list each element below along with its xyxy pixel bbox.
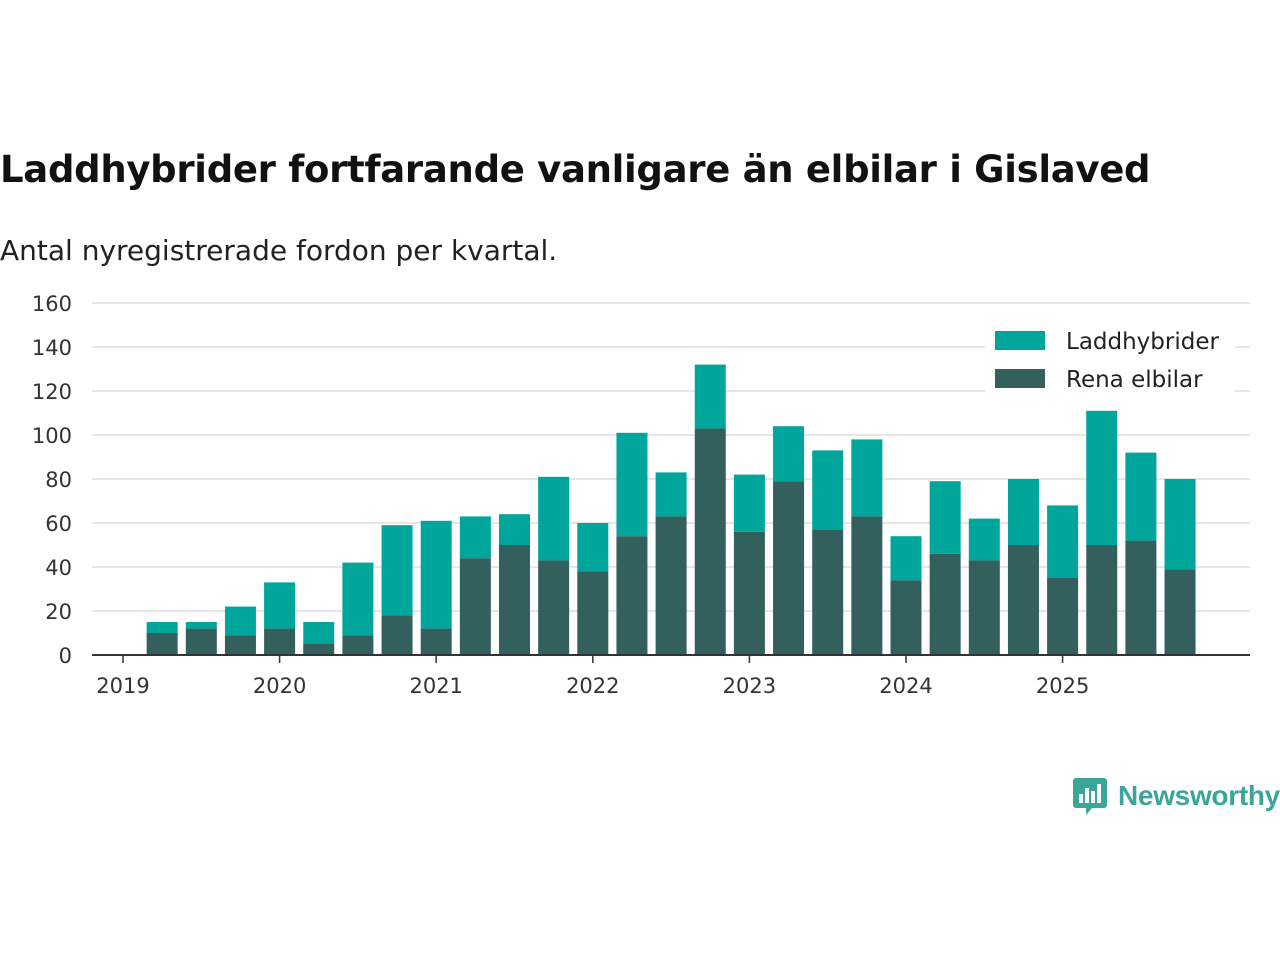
bar-laddhybrider [459, 516, 491, 559]
bar-rena-elbilar [459, 558, 491, 655]
legend-swatch [995, 331, 1045, 350]
bar-rena-elbilar [146, 633, 178, 655]
legend-swatch [995, 369, 1045, 388]
bar-rena-elbilar [1125, 540, 1157, 655]
legend-label: Laddhybrider [1066, 329, 1219, 355]
bar-laddhybrider [342, 562, 374, 636]
bar-laddhybrider [1086, 410, 1118, 545]
x-tick-label: 2022 [566, 674, 619, 698]
y-tick-label: 20 [45, 600, 72, 624]
bar-laddhybrider [381, 525, 413, 616]
brand-name: Newsworthy [1118, 780, 1280, 811]
bar-laddhybrider [1007, 479, 1039, 545]
bar-rena-elbilar [694, 428, 726, 655]
bar-laddhybrider [499, 514, 530, 545]
x-tick-label: 2023 [723, 674, 776, 698]
y-tick-label: 100 [32, 424, 72, 448]
bar-rena-elbilar [733, 531, 765, 655]
bar-rena-elbilar [1047, 578, 1079, 655]
y-tick-label: 80 [45, 468, 72, 492]
bar-laddhybrider [733, 474, 765, 532]
y-tick-label: 60 [45, 512, 72, 536]
bar-rena-elbilar [420, 628, 452, 655]
newsworthy-logo: Newsworthy [1072, 776, 1280, 816]
bar-laddhybrider [773, 426, 805, 482]
newsworthy-logo-icon [1073, 778, 1107, 815]
bar-laddhybrider [968, 518, 1000, 561]
bar-rena-elbilar [381, 615, 413, 655]
y-tick-label: 0 [59, 644, 72, 668]
bar-laddhybrider [812, 450, 844, 530]
y-tick-label: 40 [45, 556, 72, 580]
bar-laddhybrider [890, 536, 922, 581]
bar-rena-elbilar [1086, 545, 1118, 655]
x-tick-label: 2019 [96, 674, 149, 698]
bar-rena-elbilar [577, 571, 609, 655]
chart-title: Laddhybrider fortfarande vanligare än el… [0, 148, 1151, 191]
bar-rena-elbilar [185, 628, 217, 655]
bar-laddhybrider [185, 622, 217, 629]
bar-laddhybrider [616, 432, 648, 537]
bar-laddhybrider [577, 523, 609, 572]
bar-rena-elbilar [655, 516, 687, 655]
bar-rena-elbilar [616, 536, 648, 655]
bar-rena-elbilar [538, 560, 570, 655]
bar-laddhybrider [420, 520, 452, 629]
bar-rena-elbilar [303, 644, 335, 655]
legend-label: Rena elbilar [1066, 367, 1203, 393]
bar-laddhybrider [146, 622, 178, 633]
bar-rena-elbilar [890, 580, 922, 655]
bar-rena-elbilar [968, 560, 1000, 655]
y-tick-label: 160 [32, 292, 72, 316]
bar-rena-elbilar [224, 635, 256, 655]
bar-rena-elbilar [812, 529, 844, 655]
x-tick-label: 2021 [409, 674, 462, 698]
bar-rena-elbilar [264, 628, 296, 655]
bar-laddhybrider [538, 476, 570, 561]
bar-rena-elbilar [929, 553, 961, 655]
x-tick-label: 2024 [879, 674, 932, 698]
bar-laddhybrider [1125, 452, 1157, 541]
bar-rena-elbilar [851, 516, 883, 655]
bar-laddhybrider [929, 481, 961, 554]
bar-rena-elbilar [342, 635, 374, 655]
bar-laddhybrider [655, 472, 687, 517]
x-tick-label: 2025 [1036, 674, 1089, 698]
bar-laddhybrider [1164, 479, 1196, 570]
bar-laddhybrider [851, 439, 883, 517]
bar-rena-elbilar [1164, 569, 1196, 655]
x-tick-label: 2020 [253, 674, 306, 698]
y-tick-label: 120 [32, 380, 72, 404]
chart-subtitle: Antal nyregistrerade fordon per kvartal. [0, 234, 558, 267]
bar-laddhybrider [264, 582, 296, 629]
bar-laddhybrider [303, 622, 335, 644]
bar-laddhybrider [1047, 505, 1079, 578]
y-tick-label: 140 [32, 336, 72, 360]
bar-laddhybrider [694, 364, 726, 429]
bar-rena-elbilar [1007, 545, 1039, 655]
bar-rena-elbilar [499, 545, 530, 655]
bar-rena-elbilar [773, 481, 805, 655]
bar-laddhybrider [224, 606, 256, 636]
